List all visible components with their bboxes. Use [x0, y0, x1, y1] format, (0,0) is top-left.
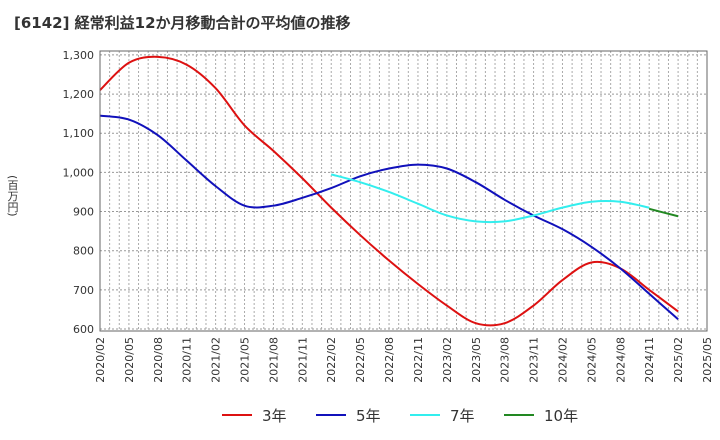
y-tick-label: 900	[73, 206, 94, 219]
y-tick-label: 700	[73, 284, 94, 297]
x-tick-label: 2025/02	[672, 337, 685, 383]
x-tick-label: 2020/02	[94, 337, 107, 383]
plot-frame	[99, 50, 708, 332]
y-tick-label: 1,100	[63, 127, 95, 140]
legend-label-7y: 7年	[450, 407, 475, 425]
series-line-5y	[99, 114, 679, 321]
x-tick-label: 2024/11	[643, 337, 656, 383]
x-tick-label: 2022/08	[383, 337, 396, 383]
x-tick-label: 2024/08	[614, 337, 627, 383]
x-tick-label: 2023/08	[499, 337, 512, 383]
series-layer	[99, 55, 679, 327]
x-tick-label: 2022/02	[325, 337, 338, 383]
x-tick-label: 2021/02	[210, 337, 223, 383]
chart-title: [6142] 経常利益12か月移動合計の平均値の推移	[14, 14, 351, 32]
y-tick-label: 1,000	[63, 166, 95, 179]
series-line-7y	[330, 173, 650, 224]
y-tick-label: 600	[73, 323, 94, 336]
x-tick-label: 2024/05	[585, 337, 598, 383]
legend-swatch-3y	[222, 414, 252, 416]
y-axis-label: (百万円)	[6, 175, 19, 217]
legend: 3年 5年 7年 10年	[0, 404, 720, 426]
x-tick-label: 2020/11	[181, 337, 194, 383]
legend-swatch-5y	[316, 414, 346, 416]
x-tick-label: 2020/08	[152, 337, 165, 383]
x-tick-labels: 2020/02 2020/05 2020/08 2020/11 2021/02 2021/…	[94, 337, 714, 383]
x-tick-label: 2020/05	[123, 337, 136, 383]
x-tick-label: 2024/02	[556, 337, 569, 383]
grid-lines	[99, 51, 708, 331]
x-tick-label: 2022/11	[412, 337, 425, 383]
x-tick-label: 2021/08	[267, 337, 280, 383]
y-tick-label: 1,200	[63, 88, 95, 101]
x-tick-label: 2023/05	[470, 337, 483, 383]
x-tick-label: 2021/11	[296, 337, 309, 383]
legend-swatch-10y	[504, 414, 534, 416]
legend-label-3y: 3年	[262, 407, 287, 425]
legend-label-10y: 10年	[544, 407, 579, 425]
x-tick-label: 2021/05	[239, 337, 252, 383]
legend-swatch-7y	[410, 414, 440, 416]
x-tick-label: 2023/11	[528, 337, 541, 383]
x-tick-label: 2022/05	[354, 337, 367, 383]
series-line-10y	[648, 207, 679, 218]
x-tick-label: 2025/05	[701, 337, 714, 383]
y-tick-label: 800	[73, 245, 94, 258]
series-line-3y	[99, 55, 679, 327]
legend-label-5y: 5年	[356, 407, 381, 425]
line-chart: 600 700 800 900 1,000 1,100 1,200 1,300 2020/02…	[63, 49, 715, 383]
x-tick-label: 2023/02	[441, 337, 454, 383]
y-tick-label: 1,300	[63, 49, 95, 62]
y-tick-labels: 600 700 800 900 1,000 1,100 1,200 1,300	[63, 49, 95, 336]
